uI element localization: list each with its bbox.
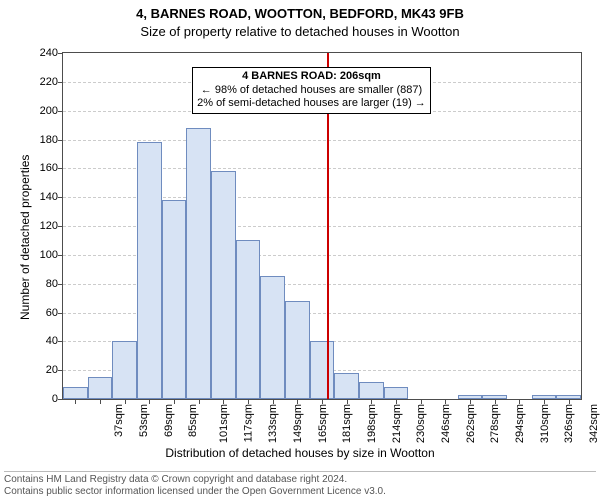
histogram-bar <box>137 142 162 399</box>
xtick-label: 230sqm <box>415 404 427 443</box>
ytick-mark <box>58 82 63 83</box>
ytick-mark <box>58 341 63 342</box>
histogram-bar <box>285 301 310 399</box>
ytick-mark <box>58 370 63 371</box>
xtick-label: 326sqm <box>563 404 575 443</box>
ytick-label: 200 <box>18 105 58 117</box>
histogram-plot: 4 BARNES ROAD: 206sqm← 98% of detached h… <box>62 52 582 400</box>
xtick-label: 294sqm <box>514 404 526 443</box>
xtick-label: 85sqm <box>187 404 199 437</box>
ytick-mark <box>58 197 63 198</box>
annotation-box: 4 BARNES ROAD: 206sqm← 98% of detached h… <box>192 67 431 114</box>
ytick-mark <box>58 226 63 227</box>
ytick-label: 140 <box>18 191 58 203</box>
histogram-bar <box>236 240 261 399</box>
ytick-label: 100 <box>18 249 58 261</box>
ytick-mark <box>58 313 63 314</box>
xtick-label: 246sqm <box>440 404 452 443</box>
histogram-bar <box>384 387 409 399</box>
ytick-label: 220 <box>18 76 58 88</box>
ytick-label: 180 <box>18 134 58 146</box>
histogram-bar <box>211 171 236 399</box>
ytick-label: 0 <box>18 393 58 405</box>
xtick-label: 101sqm <box>218 404 230 443</box>
ytick-label: 240 <box>18 47 58 59</box>
footer-line2: Contains public sector information licen… <box>4 486 596 498</box>
histogram-bar <box>162 200 187 399</box>
xtick-label: 310sqm <box>539 404 551 443</box>
histogram-bar <box>63 387 88 399</box>
histogram-bar <box>88 377 113 399</box>
ytick-label: 160 <box>18 162 58 174</box>
annotation-line: 2% of semi-detached houses are larger (1… <box>197 97 426 111</box>
xtick-label: 214sqm <box>391 404 403 443</box>
annotation-line: ← 98% of detached houses are smaller (88… <box>197 84 426 98</box>
x-axis-label: Distribution of detached houses by size … <box>0 446 600 460</box>
histogram-bar <box>334 373 359 399</box>
histogram-bar <box>260 276 285 399</box>
ytick-label: 40 <box>18 335 58 347</box>
histogram-bar <box>359 382 384 399</box>
xtick-mark <box>100 399 101 404</box>
ytick-mark <box>58 284 63 285</box>
histogram-bar <box>112 341 137 399</box>
ytick-label: 60 <box>18 307 58 319</box>
xtick-label: 262sqm <box>465 404 477 443</box>
page-title-subtitle: Size of property relative to detached ho… <box>0 24 600 39</box>
ytick-label: 80 <box>18 278 58 290</box>
xtick-label: 342sqm <box>588 404 600 443</box>
xtick-label: 198sqm <box>366 404 378 443</box>
gridline <box>63 140 581 141</box>
ytick-label: 20 <box>18 364 58 376</box>
y-axis-label: Number of detached properties <box>18 155 32 320</box>
page-title-address: 4, BARNES ROAD, WOOTTON, BEDFORD, MK43 9… <box>0 6 600 21</box>
histogram-bar <box>186 128 211 399</box>
xtick-label: 117sqm <box>242 404 254 442</box>
xtick-label: 37sqm <box>113 404 125 437</box>
ytick-mark <box>58 140 63 141</box>
xtick-mark <box>75 399 76 404</box>
annotation-line: 4 BARNES ROAD: 206sqm <box>197 70 426 84</box>
footer-line1: Contains HM Land Registry data © Crown c… <box>4 474 596 486</box>
xtick-label: 149sqm <box>292 404 304 443</box>
license-footer: Contains HM Land Registry data © Crown c… <box>4 471 596 498</box>
ytick-mark <box>58 111 63 112</box>
histogram-bar <box>310 341 335 399</box>
xtick-label: 53sqm <box>138 404 150 437</box>
xtick-label: 278sqm <box>489 404 501 443</box>
ytick-mark <box>58 255 63 256</box>
xtick-label: 181sqm <box>341 404 353 443</box>
xtick-label: 69sqm <box>163 404 175 437</box>
ytick-mark <box>58 53 63 54</box>
xtick-label: 165sqm <box>317 404 329 443</box>
ytick-label: 120 <box>18 220 58 232</box>
ytick-mark <box>58 168 63 169</box>
xtick-label: 133sqm <box>267 404 279 443</box>
ytick-mark <box>58 399 63 400</box>
